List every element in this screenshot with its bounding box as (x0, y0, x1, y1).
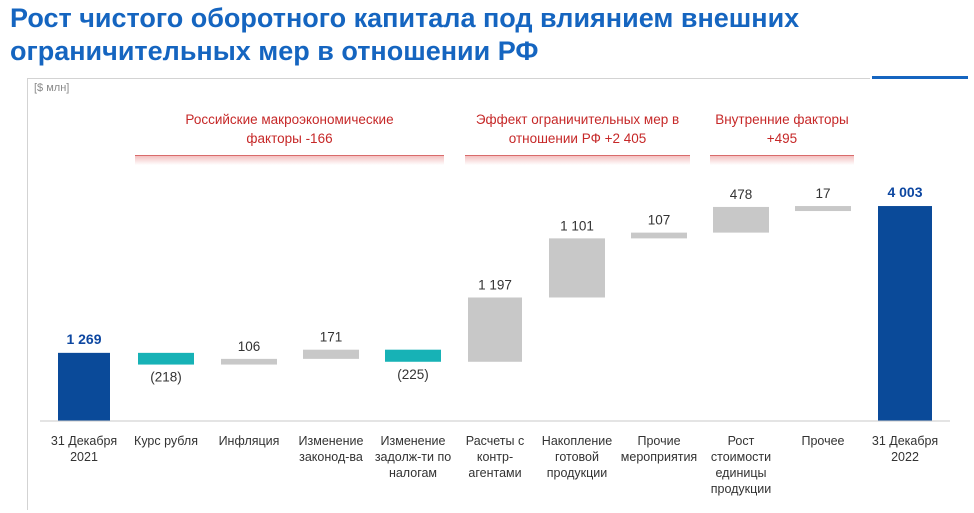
bar-2 (221, 358, 277, 365)
category-label-5: Расчеты с контр-агентами (465, 434, 525, 480)
value-label-2: 106 (238, 339, 261, 354)
category-label-4: Изменение задолж-ти по налогам (374, 434, 452, 480)
category-label-0: 31 Декабря 2021 (50, 434, 118, 464)
bar-1 (138, 352, 194, 365)
value-label-3: 171 (320, 330, 343, 345)
value-label-7: 107 (648, 213, 671, 228)
value-label-6: 1 101 (560, 218, 594, 233)
page-title: Рост чистого оборотного капитала под вли… (10, 3, 800, 66)
category-label-9: Прочее (801, 434, 845, 448)
category-label-8: Рост стоимости единицы продукции (710, 434, 772, 496)
group-band-macro (135, 155, 444, 165)
category-label-2: Инфляция (218, 434, 280, 448)
value-label-5: 1 197 (478, 277, 512, 292)
value-label-1: (218) (150, 370, 182, 385)
value-label-9: 17 (815, 186, 830, 201)
bar-4 (385, 349, 441, 362)
bar-7 (631, 232, 687, 239)
bar-9 (795, 206, 851, 212)
group-label-internal: Внутренние факторы +495 (715, 112, 849, 146)
group-label-sanctions: Эффект ограничительных мер в отношении Р… (475, 112, 680, 146)
category-label-7: Прочие мероприятия (620, 434, 698, 464)
category-label-10: 31 Декабря 2022 (871, 434, 939, 464)
category-label-1: Курс рубля (134, 434, 198, 448)
bar-3 (303, 349, 359, 359)
value-label-4: (225) (397, 367, 429, 382)
category-label-3: Изменение законод-ва (298, 434, 364, 464)
group-band-internal (710, 155, 854, 165)
bar-10 (878, 206, 932, 421)
bar-5 (468, 297, 522, 362)
value-label-0: 1 269 (66, 331, 101, 347)
value-label-10: 4 003 (887, 184, 922, 200)
bar-6 (549, 238, 605, 298)
group-label-macro: Российские макроэкономические факторы -1… (185, 112, 394, 146)
value-label-8: 478 (730, 187, 753, 202)
group-band-sanctions (465, 155, 690, 165)
category-label-6: Накопление готовой продукции (541, 434, 613, 480)
frame-left-border (27, 78, 28, 510)
unit-label: [$ млн] (34, 82, 70, 94)
frame-accent-bar (872, 76, 968, 79)
bar-8 (713, 206, 769, 233)
frame-top-border (27, 78, 870, 79)
bar-0 (58, 352, 110, 421)
